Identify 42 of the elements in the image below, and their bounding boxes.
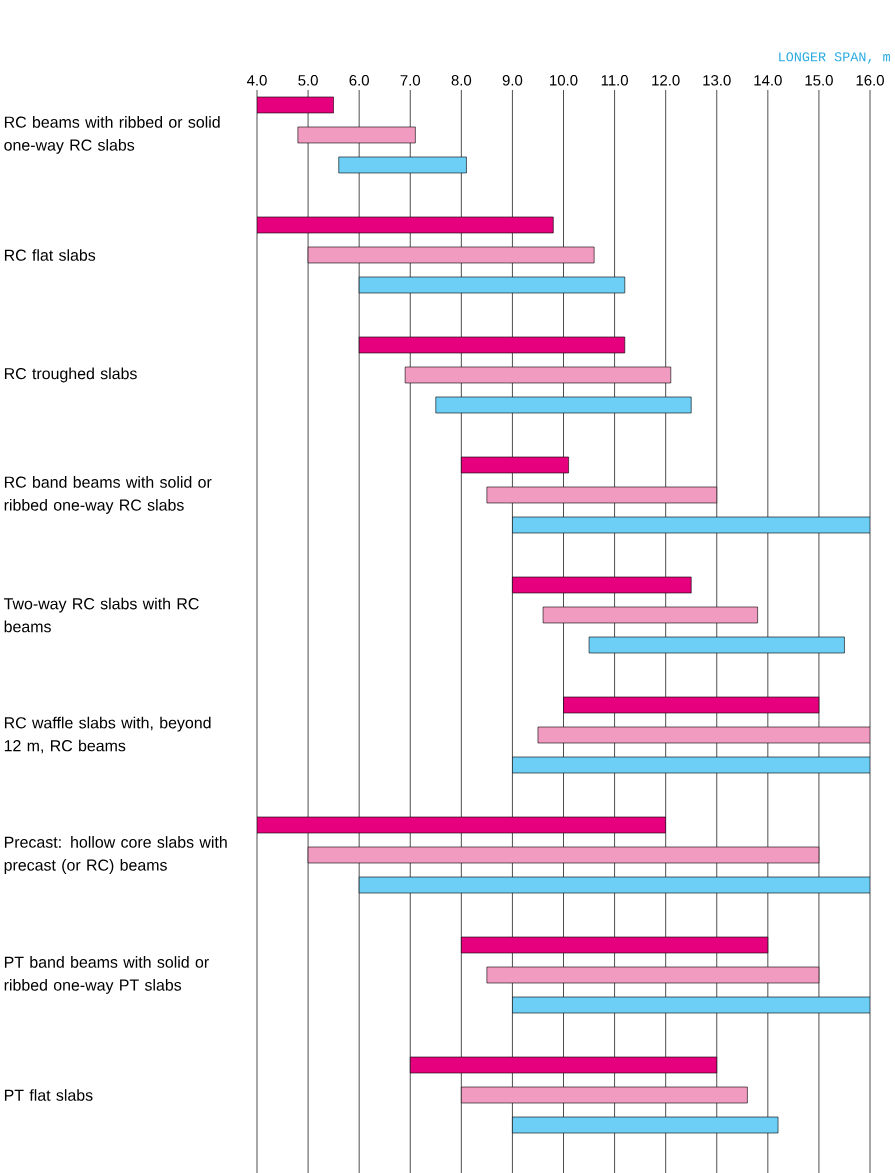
bar xyxy=(461,1086,748,1104)
x-tick-label: 5.0 xyxy=(298,75,318,86)
x-tick-label: 9.0 xyxy=(502,75,523,86)
bar xyxy=(588,636,845,654)
x-axis-title: LONGER SPAN, m xyxy=(779,52,890,64)
x-tick-label: 15.0 xyxy=(805,75,833,86)
x-tick-label: 4.0 xyxy=(246,75,267,86)
bar xyxy=(461,456,569,474)
bar xyxy=(307,846,820,864)
y-tick-label: RC troughed slabs xyxy=(4,367,137,383)
x-tick-label: 12.0 xyxy=(652,75,680,86)
bar xyxy=(461,936,769,954)
x-tick-label: 6.0 xyxy=(349,75,369,86)
y-tick-label: Precast: hollow core slabs with precast (or RC) beams xyxy=(4,836,227,874)
bar xyxy=(486,966,820,984)
x-tick-label: 11.0 xyxy=(601,75,628,86)
bar xyxy=(297,126,416,144)
y-tick-label: PT band beams with solid or ribbed one-way PT slabs xyxy=(4,956,209,994)
bar xyxy=(358,336,626,354)
y-tick-label: RC beams with ribbed or solid one-way RC slabs xyxy=(4,116,220,154)
bar xyxy=(338,156,467,174)
y-tick-label: RC flat slabs xyxy=(4,249,96,261)
y-tick-label: RC waffle slabs with, beyond 12 m, RC beams xyxy=(4,716,211,754)
x-tick-label: 8.0 xyxy=(451,75,472,86)
bar xyxy=(307,246,595,264)
x-tick-label: 7.0 xyxy=(400,75,421,86)
bar xyxy=(409,1056,718,1074)
x-tick-label: 14.0 xyxy=(754,75,782,86)
bar xyxy=(512,1116,779,1134)
bar xyxy=(435,396,692,414)
bar xyxy=(358,276,626,294)
y-tick-label: PT flat slabs xyxy=(4,1089,93,1101)
x-tick-label: 16.0 xyxy=(856,75,884,86)
y-tick-label: Two-way RC slabs with RC beams xyxy=(4,597,199,633)
bar xyxy=(486,486,718,504)
x-tick-label: 13.0 xyxy=(703,75,731,86)
bar xyxy=(542,606,758,624)
y-tick-label: RC band beams with solid or ribbed one-way RC slabs xyxy=(4,476,212,514)
x-tick-label: 10.0 xyxy=(550,75,578,86)
bar xyxy=(563,696,820,714)
bar xyxy=(512,576,692,594)
bar xyxy=(404,366,672,384)
